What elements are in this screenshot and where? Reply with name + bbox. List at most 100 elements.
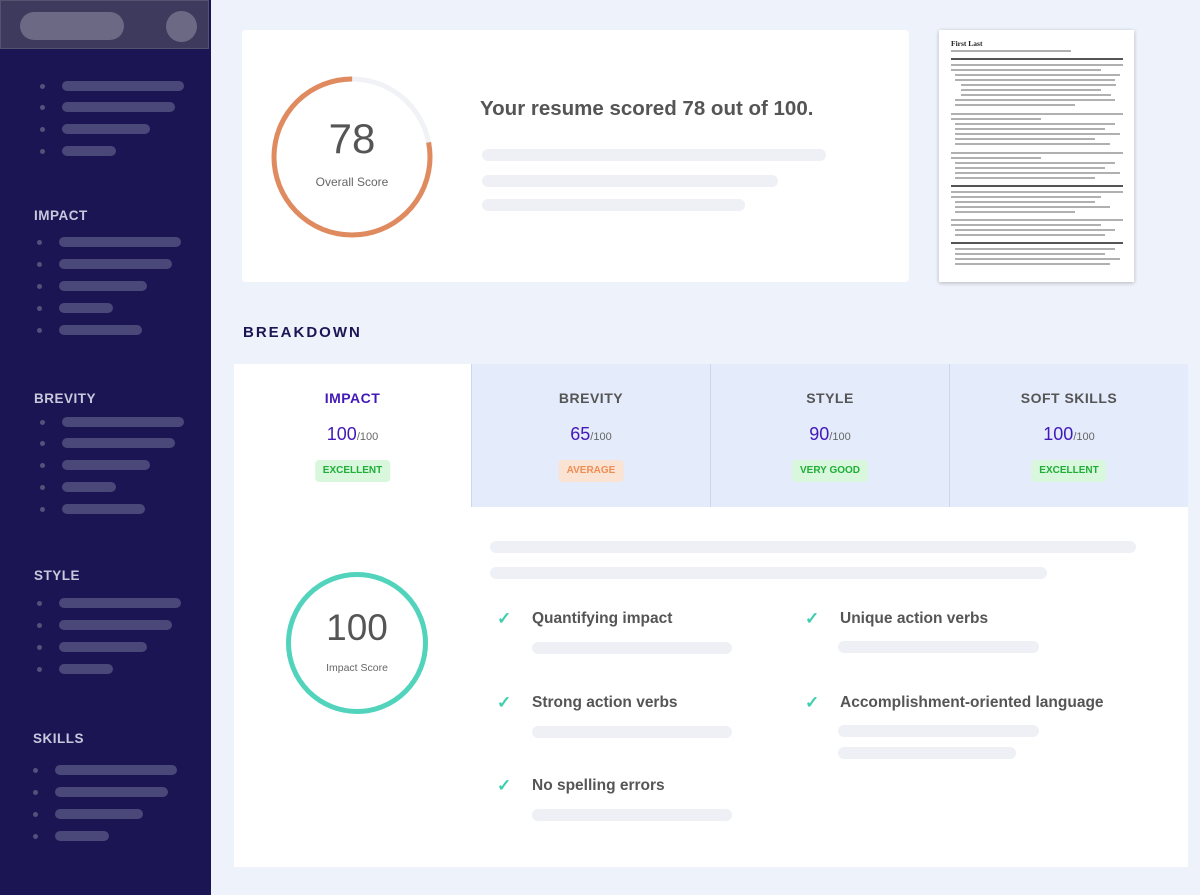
bullet-icon [40,420,45,425]
bullet-icon [37,306,42,311]
sidebar-title-placeholder[interactable] [20,12,124,40]
sidebar-heading-style[interactable]: STYLE [34,568,81,583]
text-placeholder [532,809,732,821]
text-placeholder [838,725,1039,737]
text-placeholder [490,541,1136,553]
sidebar-item[interactable] [59,642,147,652]
sidebar-item[interactable] [62,124,150,134]
sidebar-item[interactable] [62,417,184,427]
overall-score-label: Overall Score [315,175,389,189]
sidebar-item[interactable] [55,809,143,819]
overall-score-ring: 78 Overall Score [270,75,434,239]
tab-style-label: STYLE [806,390,854,406]
text-placeholder [482,175,778,187]
check-item-strong-action-verbs: Strong action verbs [532,694,678,711]
sidebar-item[interactable] [59,237,181,247]
tab-brevity[interactable]: BREVITY 65/100 AVERAGE [471,364,710,507]
bullet-icon [37,667,42,672]
sidebar-item[interactable] [55,765,177,775]
text-placeholder [532,726,732,738]
bullet-icon [37,240,42,245]
check-icon: ✓ [497,776,512,795]
bullet-icon [33,812,38,817]
bullet-icon [40,463,45,468]
check-icon: ✓ [805,609,820,628]
sidebar-item[interactable] [59,303,113,313]
text-placeholder [532,642,732,654]
sidebar-item[interactable] [62,438,175,448]
bullet-icon [40,485,45,490]
sidebar-item[interactable] [59,620,172,630]
breakdown-title: BREAKDOWN [243,324,362,341]
bullet-icon [37,284,42,289]
tab-soft-skills[interactable]: SOFT SKILLS 100/100 EXCELLENT [949,364,1188,507]
sidebar-item[interactable] [59,325,142,335]
tab-brevity-label: BREVITY [558,390,624,406]
bullet-icon [33,768,38,773]
sidebar-heading-skills[interactable]: SKILLS [33,731,85,746]
status-badge: AVERAGE [558,460,624,482]
overall-score-arc [271,76,433,238]
bullet-icon [37,645,42,650]
sidebar: IMPACT BREVITY STYLE SKILLS [0,0,211,895]
text-placeholder [482,149,826,161]
sidebar-item[interactable] [62,460,150,470]
sidebar-item[interactable] [62,146,116,156]
bullet-icon [40,441,45,446]
text-placeholder [482,199,745,211]
overall-score-value: 78 [328,115,376,162]
impact-score-value: 100 [326,607,388,648]
check-item-quantifying-impact: Quantifying impact [532,610,673,627]
impact-score-label: Impact Score [326,662,388,674]
bullet-icon [40,127,45,132]
check-item-unique-action-verbs: Unique action verbs [840,610,989,627]
breakdown-panel: IMPACT 100/100 EXCELLENT BREVITY 65/100 … [234,364,1188,867]
avatar[interactable] [166,11,197,42]
sidebar-heading-brevity[interactable]: BREVITY [34,391,97,406]
text-placeholder [838,641,1039,653]
sidebar-item[interactable] [59,598,181,608]
resume-preview[interactable]: First Last [939,30,1134,282]
sidebar-item[interactable] [62,81,184,91]
sidebar-item[interactable] [62,482,116,492]
bullet-icon [37,601,42,606]
bullet-icon [40,149,45,154]
status-badge: VERY GOOD [791,460,869,482]
status-badge: EXCELLENT [314,460,391,482]
score-headline: Your resume scored 78 out of 100. [480,97,814,120]
bullet-icon [40,507,45,512]
tab-style-score: 90/100 [809,424,851,444]
sidebar-item[interactable] [62,102,175,112]
bullet-icon [37,623,42,628]
check-item-accomplishment-oriented-language: Accomplishment-oriented language [840,694,1104,711]
overall-score-card: 78 Overall Score Your resume scored 78 o… [242,30,909,282]
sidebar-item[interactable] [59,259,172,269]
check-icon: ✓ [497,693,512,712]
tab-soft-skills-score: 100/100 [1043,424,1095,444]
impact-score-ring: 100 Impact Score [286,572,428,714]
sidebar-header [0,0,209,49]
sidebar-item[interactable] [59,664,113,674]
tab-impact[interactable]: IMPACT 100/100 EXCELLENT [234,364,471,507]
sidebar-heading-impact[interactable]: IMPACT [34,208,88,223]
tab-style[interactable]: STYLE 90/100 VERY GOOD [710,364,949,507]
tab-soft-skills-label: SOFT SKILLS [1020,390,1118,406]
sidebar-item[interactable] [62,504,145,514]
bullet-icon [33,834,38,839]
bullet-icon [40,84,45,89]
sidebar-item[interactable] [59,281,147,291]
bullet-icon [37,328,42,333]
bullet-icon [37,262,42,267]
tab-impact-label: IMPACT [324,390,381,406]
check-item-no-spelling-errors: No spelling errors [532,777,665,794]
check-icon: ✓ [497,609,512,628]
bullet-icon [33,790,38,795]
status-badge: EXCELLENT [1031,460,1107,482]
bullet-icon [40,105,45,110]
resume-name: First Last [951,39,983,48]
sidebar-item[interactable] [55,787,168,797]
check-icon: ✓ [805,693,820,712]
tab-brevity-score: 65/100 [570,424,612,444]
text-placeholder [838,747,1016,759]
sidebar-item[interactable] [55,831,109,841]
